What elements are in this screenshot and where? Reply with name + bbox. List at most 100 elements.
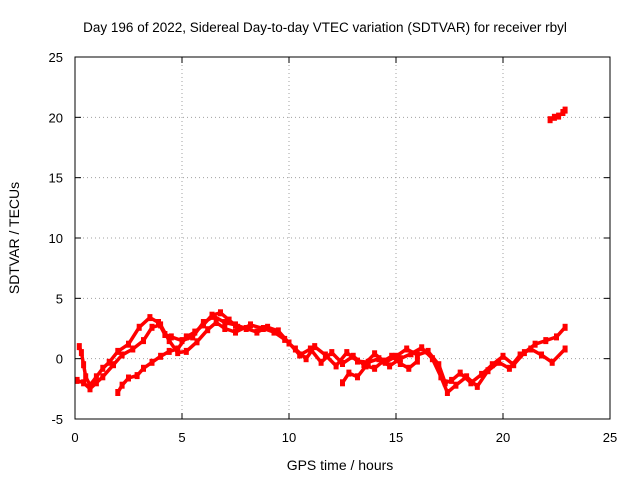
data-point [406, 364, 412, 372]
data-point [414, 351, 420, 359]
data-point [376, 355, 382, 363]
data-point [175, 345, 181, 353]
data-point [100, 364, 106, 372]
data-point [126, 374, 131, 382]
data-point [453, 381, 459, 389]
series-line-track-d [340, 354, 420, 385]
y-tick-label: 20 [49, 110, 63, 125]
chart-title: Day 196 of 2022, Sidereal Day-to-day VTE… [83, 20, 567, 35]
data-point [106, 358, 112, 366]
data-series [74, 106, 568, 396]
data-point [134, 372, 140, 380]
data-point [318, 358, 324, 366]
data-point [166, 347, 172, 355]
data-point [436, 361, 442, 369]
data-point [275, 327, 281, 335]
data-point [126, 340, 131, 348]
data-point [183, 333, 189, 341]
data-point [233, 328, 238, 336]
data-point [292, 345, 298, 353]
data-point [282, 335, 288, 343]
data-point [444, 389, 450, 396]
data-point [346, 369, 352, 377]
data-point [183, 347, 189, 355]
data-point [474, 382, 480, 390]
data-point [414, 357, 420, 365]
data-point [213, 319, 219, 326]
data-point [438, 373, 444, 381]
data-point [222, 325, 228, 332]
data-point [81, 379, 87, 387]
data-point [235, 323, 241, 331]
data-point [457, 369, 463, 377]
grid-lines [75, 57, 610, 419]
data-point [175, 349, 181, 357]
data-point [380, 357, 386, 365]
data-point [226, 316, 232, 324]
data-point [464, 373, 470, 381]
data-point [517, 351, 523, 359]
data-point [149, 358, 155, 366]
data-point [485, 367, 491, 375]
data-point [74, 376, 80, 384]
data-point [489, 361, 495, 369]
data-point [76, 343, 82, 351]
data-point [205, 326, 211, 334]
y-tick-label: 10 [49, 231, 63, 246]
data-point [307, 345, 313, 353]
data-point [547, 116, 553, 124]
data-point [303, 355, 309, 363]
y-tick-label: 0 [56, 352, 63, 367]
data-point [93, 373, 99, 381]
data-point [115, 389, 121, 396]
data-point [87, 381, 93, 389]
data-point [539, 351, 544, 359]
series-line-track-b [75, 320, 567, 395]
data-point [500, 352, 506, 360]
data-point [429, 355, 435, 363]
data-point [387, 362, 393, 370]
data-point [355, 357, 360, 365]
y-tick-label: -5 [51, 412, 63, 427]
data-point [168, 333, 174, 341]
data-point [355, 373, 360, 381]
data-point [532, 340, 538, 348]
data-point [190, 333, 196, 341]
data-point [158, 352, 164, 360]
data-point [141, 364, 146, 372]
y-tick-label: 5 [56, 291, 63, 306]
x-axis-label: GPS time / hours [287, 457, 394, 473]
data-point [130, 345, 136, 353]
data-point [479, 370, 485, 378]
data-point [344, 349, 350, 357]
data-point [340, 379, 345, 387]
data-point [312, 343, 318, 351]
data-point [218, 309, 223, 317]
data-point [194, 338, 200, 346]
data-point [397, 355, 403, 363]
data-point [111, 361, 116, 369]
data-point [562, 345, 568, 353]
data-point [393, 352, 399, 360]
data-point [397, 360, 403, 367]
data-point [265, 323, 271, 331]
x-tick-label: 25 [603, 430, 617, 445]
data-point [419, 344, 425, 352]
data-point [147, 314, 153, 322]
data-point [543, 337, 549, 345]
y-tick-label: 15 [49, 171, 63, 186]
data-point [93, 379, 99, 387]
data-point [260, 325, 266, 332]
data-point [333, 362, 339, 370]
data-point [562, 106, 568, 114]
data-point [100, 373, 106, 381]
x-tick-label: 10 [282, 430, 296, 445]
y-tick-label: 25 [49, 50, 63, 65]
data-point [404, 345, 410, 353]
data-point [449, 376, 455, 384]
x-tick-label: 0 [71, 430, 78, 445]
data-point [562, 323, 568, 331]
data-point [136, 323, 142, 331]
data-point [408, 350, 414, 358]
